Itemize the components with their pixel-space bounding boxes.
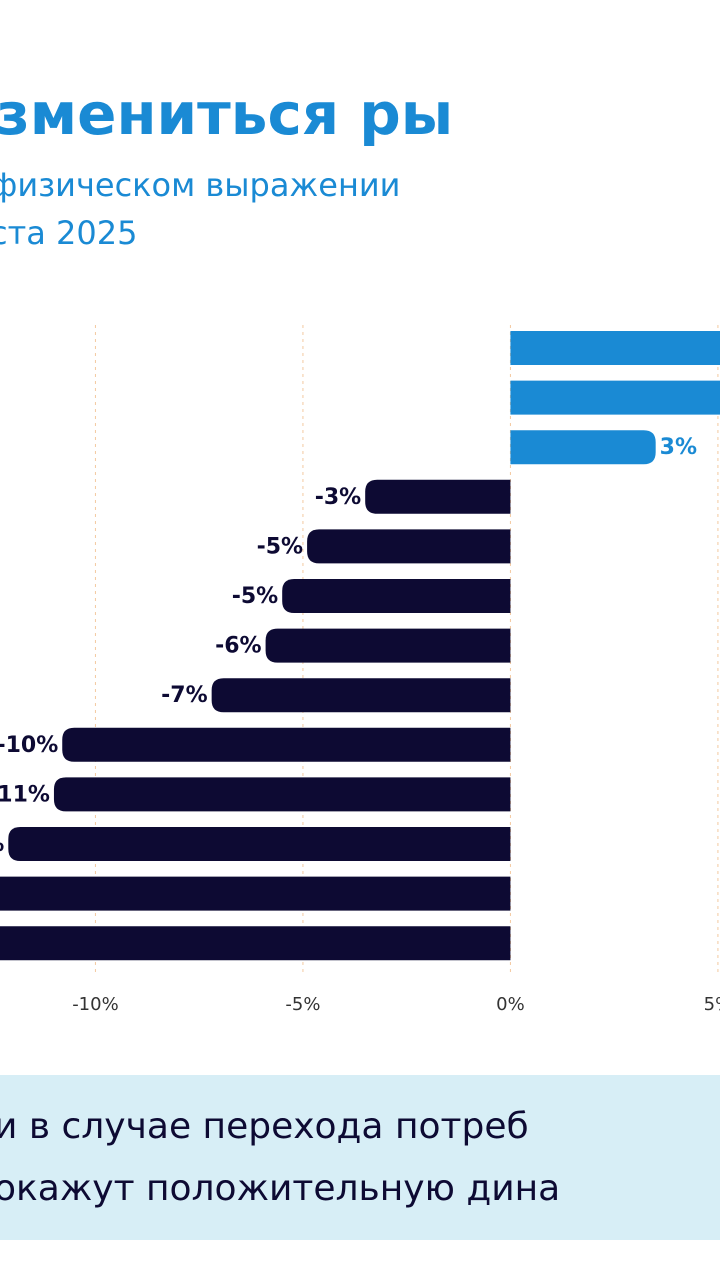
note-box bbox=[0, 1075, 720, 1240]
note: и в случае перехода потреб bbox=[0, 1106, 529, 1147]
subtitle: cта 2025 bbox=[0, 214, 137, 252]
bar bbox=[62, 727, 511, 762]
bar bbox=[53, 777, 511, 812]
x-tick-label: -10% bbox=[72, 994, 119, 1015]
value-label: -12% bbox=[0, 832, 4, 857]
bar bbox=[307, 529, 511, 564]
bar bbox=[510, 430, 656, 465]
bar bbox=[0, 876, 511, 911]
note: окажут положительную дина bbox=[0, 1168, 560, 1209]
bar bbox=[265, 628, 511, 663]
value-label: -5% bbox=[232, 584, 278, 609]
bar bbox=[0, 926, 511, 961]
value-label: -3% bbox=[315, 485, 361, 510]
x-tick-label: -5% bbox=[285, 994, 320, 1015]
value-label: -6% bbox=[215, 634, 261, 659]
subtitle: физическом выражении bbox=[0, 166, 400, 204]
value-label: 3% bbox=[660, 435, 697, 460]
value-label: -7% bbox=[161, 683, 207, 708]
x-tick-label: 5% bbox=[704, 994, 720, 1015]
chart-title: зменитьcя ры bbox=[0, 80, 453, 148]
value-label: -10% bbox=[0, 733, 58, 758]
bar bbox=[211, 678, 511, 713]
bar bbox=[510, 380, 720, 415]
value-label: -11% bbox=[0, 782, 50, 807]
bar bbox=[510, 331, 720, 365]
bar bbox=[8, 827, 511, 861]
bar bbox=[365, 479, 511, 514]
value-label: -5% bbox=[257, 534, 303, 559]
bar bbox=[282, 579, 511, 613]
x-tick-label: 0% bbox=[496, 994, 525, 1015]
